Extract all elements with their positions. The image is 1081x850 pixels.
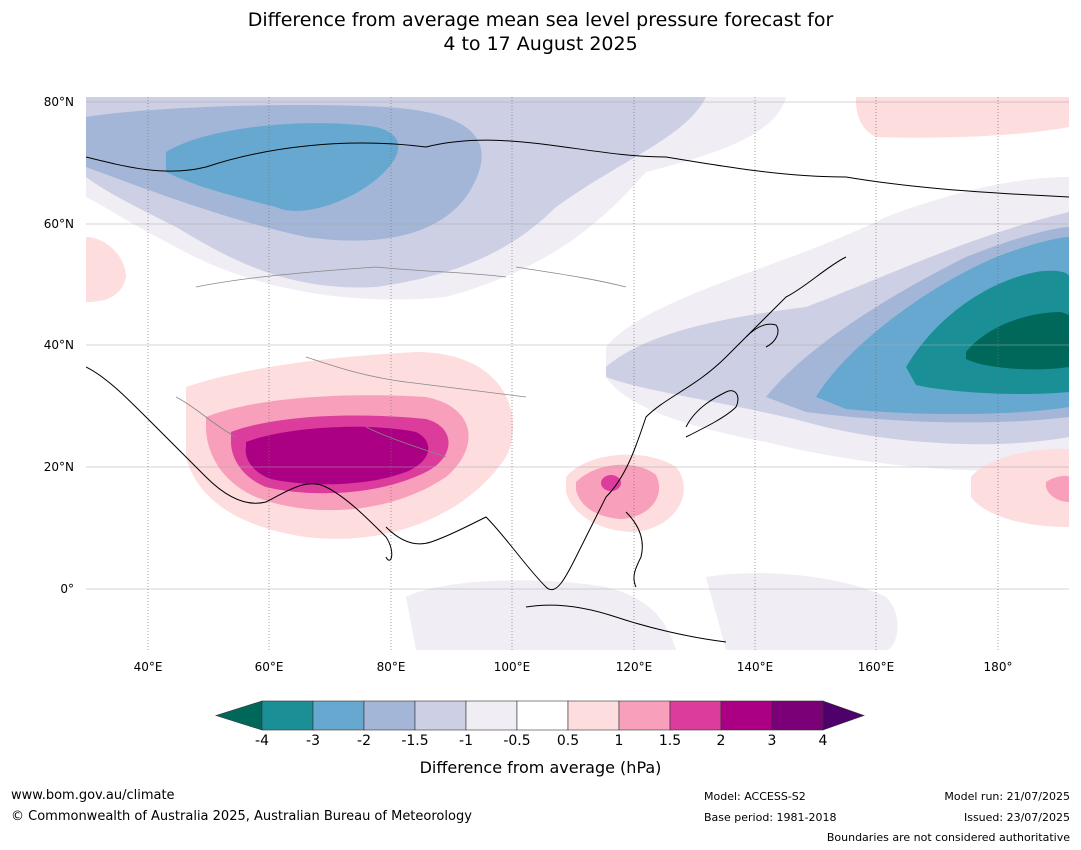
lon-label-40e: 40°E <box>133 660 163 674</box>
map-title: Difference from average mean sea level p… <box>0 8 1081 56</box>
anomaly-region-arctic <box>856 97 1069 138</box>
colorbar-swatch <box>771 700 824 731</box>
footer-model: Model: ACCESS-S2 <box>704 790 806 803</box>
anomaly-region-equator-2 <box>706 573 898 650</box>
colorbar-tick-label: -2 <box>357 733 371 749</box>
colorbar-title: Difference from average (hPa) <box>419 758 662 777</box>
lon-label-80e: 80°E <box>376 660 406 674</box>
anomaly-region-east-pacific <box>971 448 1069 527</box>
lon-label-160e: 160°E <box>857 660 895 674</box>
colorbar-tick-label: 3 <box>767 733 777 749</box>
map-panel <box>86 97 1069 650</box>
colorbar-swatch <box>618 700 671 731</box>
colorbar-tick-label: -4 <box>255 733 269 749</box>
country-borders <box>175 266 627 458</box>
colorbar-tick-label: -1 <box>459 733 473 749</box>
colorbar-swatch <box>363 700 416 731</box>
colorbar-tick-label: 4 <box>818 733 828 749</box>
anomaly-region-equator <box>406 580 676 650</box>
colorbar-tick-label: 1.5 <box>658 733 682 749</box>
colorbar-swatch <box>669 700 722 731</box>
footer-issued: Issued: 23/07/2025 <box>963 811 1070 824</box>
anomaly-region-east-pacific-2 <box>1046 475 1069 502</box>
anomaly-region-south-asia-4 <box>245 426 429 485</box>
colorbar-tick-label: -3 <box>306 733 320 749</box>
anomaly-region-north-eurasia-4 <box>166 123 399 211</box>
colorbar-swatch <box>312 700 365 731</box>
anomaly-region-west <box>86 237 126 302</box>
colorbar-tick-label: 1 <box>614 733 624 749</box>
lat-label-20n: 20°N <box>43 460 74 474</box>
colorbar-swatch <box>516 700 569 731</box>
lat-label-60n: 60°N <box>43 217 74 231</box>
anomaly-map <box>86 97 1069 650</box>
anomaly-region-north-pacific-6 <box>966 312 1069 370</box>
lon-label-100e: 100°E <box>493 660 531 674</box>
colorbar-tick-label: 2 <box>716 733 726 749</box>
title-line-2: 4 to 17 August 2025 <box>443 33 638 55</box>
colorbar-swatch <box>465 700 518 731</box>
coastlines <box>86 139 1069 643</box>
colorbar-extend-low <box>215 700 263 731</box>
colorbar-tick-label: 0.5 <box>556 733 580 749</box>
anomaly-region-south-china-sea-2 <box>576 464 660 519</box>
footer-copyright: © Commonwealth of Australia 2025, Austra… <box>11 809 472 824</box>
lon-label-180: 180° <box>983 660 1013 674</box>
footer-website: www.bom.gov.au/climate <box>11 788 175 803</box>
footer-model-run: Model run: 21/07/2025 <box>944 790 1070 803</box>
colorbar-tick-label: -1.5 <box>401 733 429 749</box>
lon-label-60e: 60°E <box>254 660 284 674</box>
colorbar-swatch <box>414 700 467 731</box>
lon-label-140e: 140°E <box>736 660 774 674</box>
lon-label-120e: 120°E <box>615 660 653 674</box>
colorbar-swatch <box>261 700 314 731</box>
lat-label-40n: 40°N <box>43 338 74 352</box>
colorbar-swatch <box>720 700 773 731</box>
footer-base-period: Base period: 1981-2018 <box>704 811 837 824</box>
title-line-1: Difference from average mean sea level p… <box>247 9 834 31</box>
anomaly-region-south-china-sea-3 <box>601 475 621 491</box>
colorbar-swatch <box>567 700 620 731</box>
meridian-lines <box>147 97 999 650</box>
lat-label-80n: 80°N <box>43 95 74 109</box>
grid-lines <box>86 101 1069 590</box>
lat-label-0: 0° <box>60 582 74 596</box>
colorbar-tick-label: -0.5 <box>503 733 531 749</box>
colorbar-extend-high <box>822 700 865 731</box>
footer-boundaries: Boundaries are not considered authoritat… <box>826 831 1070 844</box>
